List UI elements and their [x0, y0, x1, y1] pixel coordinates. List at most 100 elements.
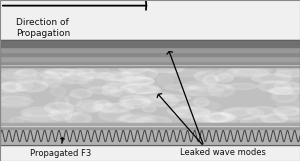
- Ellipse shape: [209, 115, 226, 121]
- Ellipse shape: [125, 66, 142, 71]
- Ellipse shape: [178, 108, 193, 116]
- Ellipse shape: [29, 109, 51, 115]
- Ellipse shape: [79, 76, 120, 90]
- Ellipse shape: [104, 73, 126, 79]
- Ellipse shape: [109, 86, 136, 98]
- Ellipse shape: [273, 106, 300, 116]
- Ellipse shape: [128, 118, 157, 125]
- Ellipse shape: [276, 65, 300, 77]
- Text: Direction of: Direction of: [16, 18, 69, 27]
- Ellipse shape: [260, 114, 288, 124]
- Ellipse shape: [280, 84, 295, 89]
- Ellipse shape: [120, 99, 148, 105]
- Ellipse shape: [190, 88, 214, 94]
- Ellipse shape: [120, 83, 160, 94]
- Ellipse shape: [222, 107, 265, 120]
- Ellipse shape: [277, 93, 292, 100]
- Text: Propagation: Propagation: [16, 29, 71, 38]
- Ellipse shape: [172, 106, 210, 118]
- Ellipse shape: [54, 111, 67, 118]
- Ellipse shape: [64, 112, 92, 125]
- Ellipse shape: [125, 77, 155, 85]
- Ellipse shape: [129, 85, 151, 92]
- Ellipse shape: [227, 110, 245, 115]
- Ellipse shape: [276, 89, 298, 93]
- Ellipse shape: [98, 109, 132, 122]
- Ellipse shape: [127, 78, 146, 84]
- Ellipse shape: [121, 68, 159, 81]
- Ellipse shape: [22, 83, 40, 90]
- Ellipse shape: [31, 112, 55, 120]
- Ellipse shape: [75, 91, 88, 96]
- Ellipse shape: [141, 94, 180, 107]
- Ellipse shape: [8, 83, 27, 90]
- Ellipse shape: [12, 118, 21, 123]
- Ellipse shape: [198, 85, 222, 90]
- Ellipse shape: [277, 108, 300, 121]
- Ellipse shape: [88, 79, 110, 87]
- Ellipse shape: [184, 89, 199, 94]
- Ellipse shape: [206, 77, 215, 84]
- Ellipse shape: [0, 83, 27, 93]
- Ellipse shape: [75, 99, 103, 114]
- Ellipse shape: [194, 71, 219, 82]
- Ellipse shape: [62, 110, 78, 121]
- Ellipse shape: [141, 105, 157, 113]
- Ellipse shape: [58, 75, 75, 85]
- Ellipse shape: [96, 105, 112, 111]
- Ellipse shape: [176, 109, 201, 114]
- Ellipse shape: [15, 69, 38, 77]
- Ellipse shape: [231, 110, 255, 117]
- Ellipse shape: [171, 85, 190, 89]
- Ellipse shape: [135, 120, 150, 123]
- Ellipse shape: [21, 109, 65, 123]
- Ellipse shape: [285, 111, 300, 118]
- Ellipse shape: [146, 62, 185, 73]
- Ellipse shape: [94, 88, 114, 92]
- Ellipse shape: [219, 108, 253, 117]
- Ellipse shape: [107, 85, 120, 90]
- Ellipse shape: [118, 76, 155, 87]
- Ellipse shape: [55, 70, 77, 74]
- Ellipse shape: [178, 86, 205, 96]
- Ellipse shape: [81, 102, 103, 112]
- Ellipse shape: [260, 76, 283, 81]
- Ellipse shape: [132, 79, 148, 83]
- Ellipse shape: [254, 109, 271, 115]
- Ellipse shape: [135, 115, 172, 127]
- Ellipse shape: [50, 86, 66, 97]
- Ellipse shape: [219, 75, 230, 81]
- Ellipse shape: [265, 83, 284, 90]
- Ellipse shape: [17, 114, 62, 121]
- Ellipse shape: [225, 67, 270, 78]
- Ellipse shape: [73, 71, 90, 78]
- Ellipse shape: [167, 104, 188, 117]
- Ellipse shape: [85, 73, 106, 77]
- Ellipse shape: [116, 74, 137, 80]
- Ellipse shape: [57, 108, 83, 115]
- Ellipse shape: [240, 116, 280, 128]
- Ellipse shape: [126, 100, 141, 103]
- Ellipse shape: [202, 112, 234, 123]
- Ellipse shape: [77, 100, 114, 110]
- Ellipse shape: [144, 118, 164, 125]
- Ellipse shape: [101, 85, 118, 94]
- Ellipse shape: [269, 87, 294, 95]
- Ellipse shape: [119, 113, 156, 123]
- Ellipse shape: [246, 106, 279, 117]
- Ellipse shape: [190, 83, 207, 88]
- Ellipse shape: [193, 97, 210, 107]
- Ellipse shape: [90, 103, 118, 113]
- Ellipse shape: [104, 75, 144, 87]
- Ellipse shape: [102, 89, 123, 97]
- Bar: [0, 40, 300, 145]
- Ellipse shape: [51, 104, 68, 111]
- Ellipse shape: [93, 103, 135, 113]
- Ellipse shape: [208, 84, 235, 97]
- Text: Propagated F3: Propagated F3: [30, 138, 91, 158]
- Ellipse shape: [211, 118, 237, 124]
- Ellipse shape: [98, 102, 108, 108]
- Ellipse shape: [40, 74, 54, 82]
- Ellipse shape: [271, 91, 298, 103]
- Ellipse shape: [20, 107, 59, 118]
